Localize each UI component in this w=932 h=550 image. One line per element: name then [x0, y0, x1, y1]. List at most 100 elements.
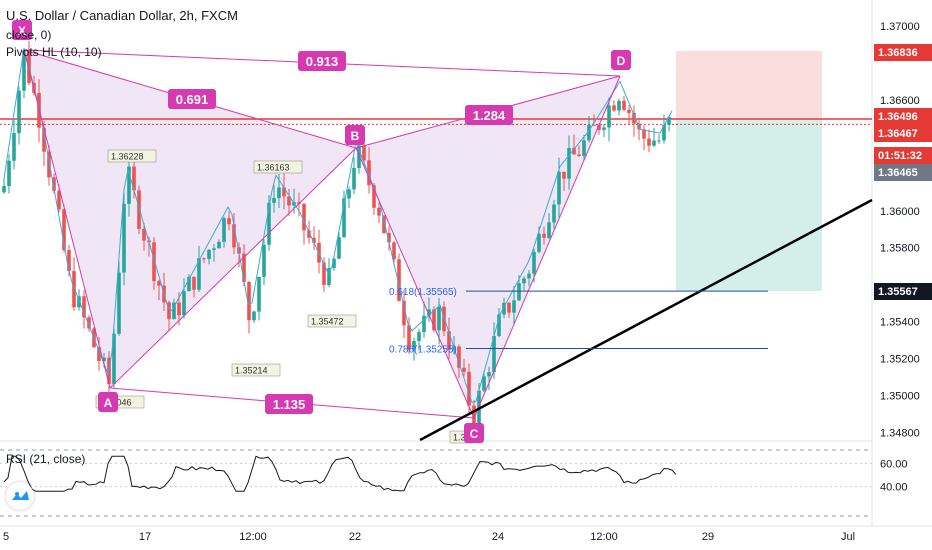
rsi-tick-label: 40.00	[880, 482, 908, 494]
candle-body	[117, 272, 121, 334]
pivot-label-box	[107, 149, 157, 163]
time-tick-label: 22	[349, 531, 361, 543]
candle-body	[517, 283, 521, 301]
stop-loss-zone	[676, 51, 822, 118]
candle-body	[362, 145, 366, 161]
time-tick-label: 5	[3, 531, 9, 543]
candle-body	[312, 237, 316, 243]
candle-body	[507, 302, 511, 313]
candle-body	[457, 346, 461, 368]
price-badge-label: 1.36496	[878, 111, 918, 123]
candle-body	[242, 253, 246, 282]
candle-body	[12, 133, 16, 161]
indicator-label-pivots[interactable]: Pivots HL (10, 10)	[6, 45, 102, 59]
ratio-badge	[465, 105, 513, 125]
candle-body	[77, 296, 81, 308]
price-badge	[874, 147, 932, 164]
pattern-leg-bc	[355, 147, 475, 419]
candle-body	[537, 233, 541, 252]
pattern-leg-ab	[109, 147, 357, 389]
pattern-leg-cd	[473, 75, 621, 419]
price-tick-label: 1.37000	[880, 21, 920, 33]
price-tick-label: 1.35800	[880, 243, 920, 255]
indicator-label-ma[interactable]: close, 0)	[6, 28, 51, 42]
candle-body	[222, 218, 226, 242]
candle-body	[437, 306, 441, 331]
candle-body	[367, 160, 371, 186]
time-tick-label: 12:00	[239, 531, 267, 543]
candle-body	[467, 371, 471, 406]
candle-body	[657, 140, 661, 142]
candle-body	[192, 276, 196, 290]
candle-body	[527, 273, 531, 279]
price-badge-label: 1.36836	[878, 47, 918, 59]
candle-body	[577, 154, 581, 156]
point-badge-label: X	[18, 24, 26, 38]
point-badge	[12, 20, 32, 40]
candle-body	[502, 302, 506, 315]
candle-body	[287, 196, 291, 206]
candle-body	[307, 230, 311, 238]
price-tick-label: 1.36600	[880, 95, 920, 107]
moving-average-line	[3, 47, 673, 404]
ratio-badge	[168, 89, 216, 109]
candle-body	[127, 166, 131, 204]
price-tick-label: 1.35000	[880, 391, 920, 403]
candle-body	[267, 202, 271, 245]
chart-title: U.S. Dollar / Canadian Dollar, 2h, FXCM	[6, 8, 238, 23]
pivot-label: 1.35472	[311, 317, 344, 327]
candle-body	[597, 125, 601, 130]
price-badge	[874, 125, 932, 142]
candle-body	[97, 347, 101, 362]
candle-body	[607, 105, 611, 128]
candle-body	[47, 151, 51, 178]
candle-body	[642, 129, 646, 139]
candle-body	[422, 315, 426, 333]
candle-body	[402, 300, 406, 326]
tradingview-logo-icon[interactable]	[6, 482, 34, 510]
candle-body	[587, 124, 591, 141]
fib-level-label: 0.618(1.35565)	[389, 287, 457, 298]
price-badge-label: 1.36467	[878, 128, 918, 140]
candle-body	[187, 276, 191, 292]
point-badge-label: B	[351, 129, 360, 143]
candle-body	[152, 242, 156, 282]
candle-body	[217, 241, 221, 249]
candle-body	[212, 248, 216, 250]
candle-body	[182, 291, 186, 316]
pivot-label-box	[307, 314, 357, 328]
candle-body	[522, 278, 526, 284]
candle-body	[22, 50, 26, 91]
candle-body	[392, 242, 396, 260]
point-badge-label: C	[470, 427, 479, 441]
candle-body	[627, 109, 631, 113]
candle-body	[647, 138, 651, 146]
candle-body	[572, 148, 576, 155]
ratio-badge-label: 0.913	[306, 54, 339, 69]
candle-body	[247, 281, 251, 321]
candle-body	[532, 251, 536, 274]
candle-body	[227, 218, 231, 225]
pattern-triangle-bcd	[356, 76, 620, 418]
candle-body	[42, 127, 46, 152]
candle-body	[347, 189, 351, 199]
candle-body	[257, 276, 261, 312]
candle-body	[592, 124, 596, 126]
candle-body	[377, 207, 381, 216]
candle-body	[552, 204, 556, 223]
candle-body	[197, 258, 201, 290]
candle-body	[412, 341, 416, 350]
rsi-line	[3, 455, 677, 492]
candle-body	[112, 333, 116, 384]
rsi-label[interactable]: RSI (21, close)	[6, 452, 86, 466]
candle-body	[462, 367, 466, 372]
take-profit-zone	[676, 118, 822, 291]
point-badge-label: A	[104, 396, 113, 410]
candle-body	[102, 357, 106, 362]
candle-body	[352, 168, 356, 190]
candle-body	[567, 148, 571, 179]
candle-body	[497, 314, 501, 336]
candle-body	[472, 405, 476, 428]
